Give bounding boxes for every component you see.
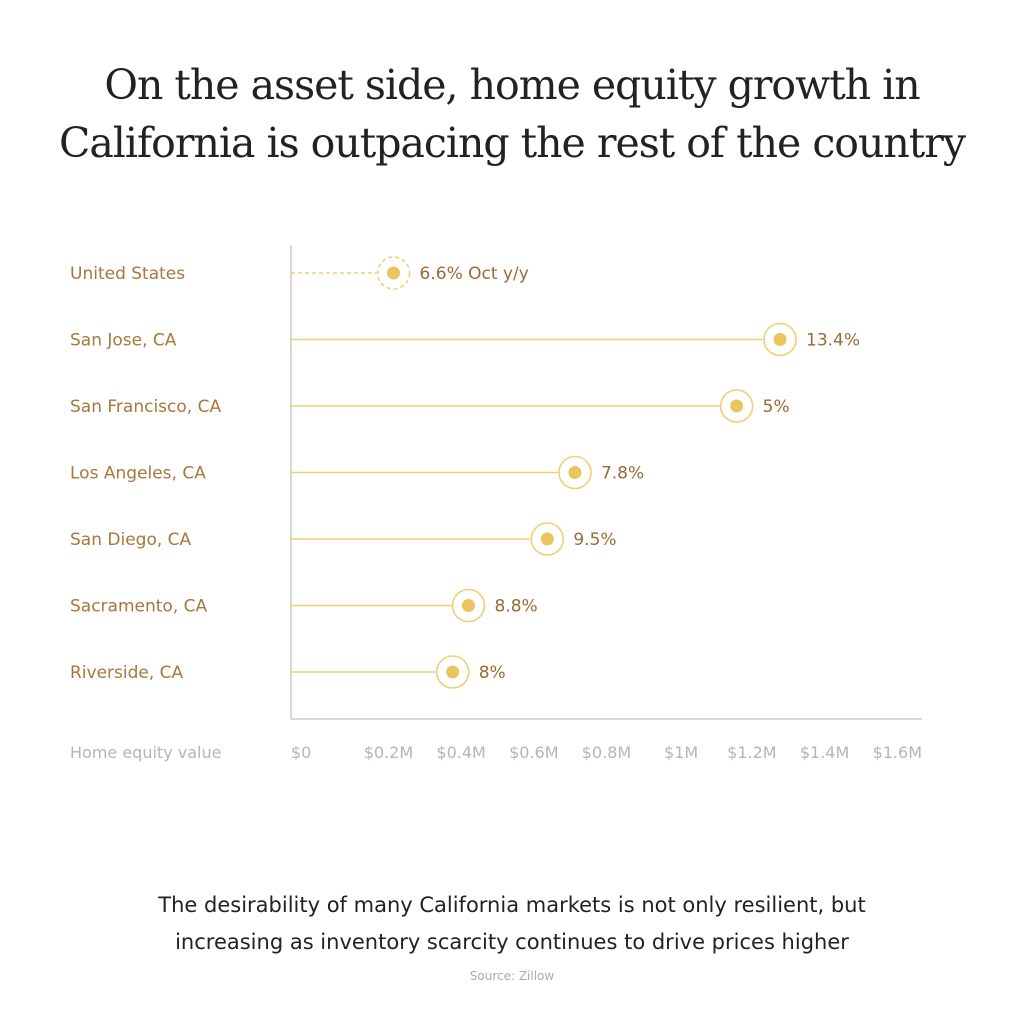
lollipop-dot [446, 665, 460, 679]
x-tick-label: $0.6M [509, 743, 558, 762]
data-label: 8.8% [494, 597, 537, 617]
x-tick-label: $0.8M [582, 743, 631, 762]
category-label: Sacramento, CA [70, 597, 207, 617]
category-label: Riverside, CA [70, 663, 184, 683]
x-tick-label: $0.2M [364, 743, 413, 762]
x-tick-label: $1.6M [873, 743, 922, 762]
data-label: 13.4% [806, 331, 860, 351]
x-tick-label: $1M [664, 743, 698, 762]
lollipop-dot [540, 532, 554, 546]
data-label: 7.8% [601, 464, 644, 484]
chart-subtitle: The desirability of many California mark… [0, 887, 1024, 961]
chart-title: On the asset side, home equity growth in… [0, 56, 1024, 172]
data-label: 9.5% [573, 530, 616, 550]
subtitle-line-1: The desirability of many California mark… [158, 893, 866, 917]
x-tick-label: $1.2M [727, 743, 776, 762]
lollipop-dot [730, 399, 744, 413]
category-label: San Francisco, CA [70, 397, 221, 417]
source-note: Source: Zillow [469, 969, 555, 983]
subtitle-line-2: increasing as inventory scarcity continu… [175, 930, 849, 954]
x-tick-label: $0.4M [436, 743, 485, 762]
category-label: United States [70, 264, 185, 284]
x-tick-label: $0 [291, 743, 311, 762]
x-tick-label: $1.4M [800, 743, 849, 762]
title-line-2: California is outpacing the rest of the … [58, 119, 966, 167]
category-label: San Jose, CA [70, 331, 177, 351]
data-label: 6.6% Oct y/y [420, 264, 529, 284]
category-label: Los Angeles, CA [70, 464, 206, 484]
data-label: 8% [479, 663, 506, 683]
title-line-1: On the asset side, home equity growth in [104, 61, 920, 109]
x-axis-title: Home equity value [70, 743, 221, 762]
lollipop-dot [387, 266, 401, 280]
lollipop-dot [773, 333, 787, 346]
lollipop-dot [461, 599, 475, 612]
category-label: San Diego, CA [70, 530, 192, 550]
lollipop-dot [568, 466, 582, 479]
data-label: 5% [763, 397, 790, 417]
